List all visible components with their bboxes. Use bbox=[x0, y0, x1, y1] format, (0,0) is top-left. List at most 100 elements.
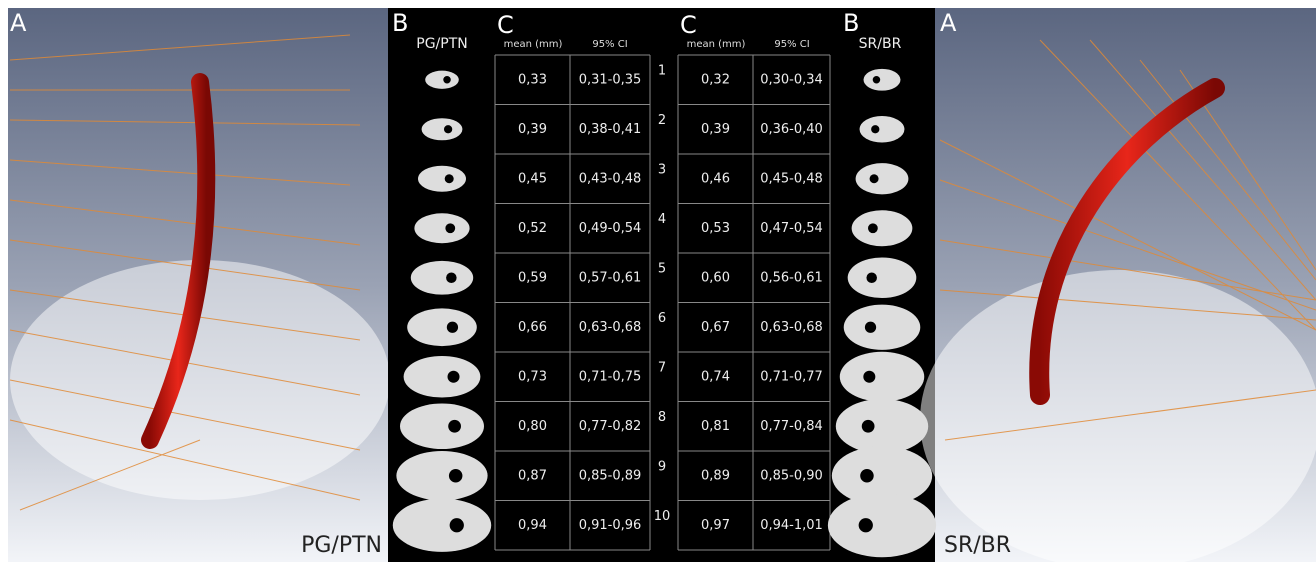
table-cell: 0,94-1,01 bbox=[760, 518, 823, 533]
table-cell: 0,56-0,61 bbox=[760, 270, 823, 285]
section-title: PG/PTN bbox=[416, 36, 467, 52]
table-cell: 0,63-0,68 bbox=[579, 320, 642, 335]
row-number: 7 bbox=[658, 361, 666, 376]
cross-section bbox=[852, 210, 913, 246]
row-number: 4 bbox=[658, 212, 666, 227]
canal-lumen bbox=[448, 420, 461, 433]
canal-lumen bbox=[443, 76, 451, 84]
cross-section bbox=[840, 352, 924, 402]
canal-lumen bbox=[859, 518, 873, 532]
table-cell: 0,66 bbox=[518, 320, 547, 335]
table-cell: 0,46 bbox=[701, 171, 730, 186]
table-cell: 0,71-0,75 bbox=[579, 369, 642, 384]
table-cell: 0,59 bbox=[518, 270, 547, 285]
tissue bbox=[920, 270, 1316, 562]
table-cell: 0,47-0,54 bbox=[760, 221, 823, 236]
table-cell: 0,85-0,90 bbox=[760, 468, 823, 483]
section-label: C bbox=[680, 11, 697, 39]
canal-lumen bbox=[862, 420, 875, 433]
cross-section bbox=[400, 404, 484, 450]
table-cell: 0,85-0,89 bbox=[579, 468, 642, 483]
table-cell: 0,60 bbox=[701, 270, 730, 285]
table-cell: 0,77-0,84 bbox=[760, 419, 823, 434]
cross-section bbox=[418, 166, 466, 192]
table-cell: 0,33 bbox=[518, 72, 547, 87]
section-title: SR/BR bbox=[859, 36, 902, 52]
left-panel: A PG/PTN bbox=[8, 8, 390, 562]
panel-label: A bbox=[10, 9, 27, 37]
cross-section bbox=[848, 257, 917, 298]
section-label: B bbox=[392, 9, 408, 37]
row-number: 3 bbox=[658, 163, 666, 178]
table-cell: 0,87 bbox=[518, 468, 547, 483]
panel-caption: PG/PTN bbox=[301, 533, 382, 558]
table-cell: 0,45 bbox=[518, 171, 547, 186]
table-cell: 0,94 bbox=[518, 518, 547, 533]
cross-section bbox=[404, 356, 481, 398]
table-cell: 0,30-0,34 bbox=[760, 72, 823, 87]
cross-section bbox=[414, 213, 469, 243]
table-cell: 0,91-0,96 bbox=[579, 518, 642, 533]
table-cell: 0,71-0,77 bbox=[760, 369, 823, 384]
column-header: 95% CI bbox=[774, 39, 809, 50]
cross-section bbox=[396, 451, 487, 500]
canal-lumen bbox=[871, 125, 879, 133]
canal-lumen bbox=[446, 273, 457, 284]
canal-lumen bbox=[447, 322, 458, 333]
canal-lumen bbox=[866, 273, 877, 284]
cross-section bbox=[425, 71, 459, 89]
table-cell: 0,89 bbox=[701, 468, 730, 483]
table-cell: 0,36-0,40 bbox=[760, 122, 823, 137]
cross-section bbox=[836, 399, 928, 454]
row-number: 2 bbox=[658, 113, 666, 128]
right-panel: A SR/BR bbox=[920, 8, 1316, 562]
cross-section bbox=[844, 305, 921, 350]
table-cell: 0,32 bbox=[701, 72, 730, 87]
table-cell: 0,39 bbox=[518, 122, 547, 137]
table-cell: 0,67 bbox=[701, 320, 730, 335]
row-number: 8 bbox=[658, 410, 666, 425]
table-cell: 0,57-0,61 bbox=[579, 270, 642, 285]
cross-section bbox=[393, 499, 491, 552]
table-cell: 0,52 bbox=[518, 221, 547, 236]
column-header: mean (mm) bbox=[504, 39, 563, 50]
table-cell: 0,31-0,35 bbox=[579, 72, 642, 87]
canal-lumen bbox=[873, 76, 881, 84]
table-cell: 0,49-0,54 bbox=[579, 221, 642, 236]
canal-lumen bbox=[870, 174, 879, 183]
canal-lumen bbox=[868, 223, 878, 233]
row-number: 1 bbox=[658, 64, 666, 79]
canal-lumen bbox=[450, 518, 464, 532]
canal-lumen bbox=[449, 469, 463, 483]
cross-section bbox=[856, 163, 909, 194]
section-label: B bbox=[843, 9, 859, 37]
panel-caption: SR/BR bbox=[944, 533, 1011, 558]
canal-lumen bbox=[444, 125, 452, 133]
row-number: 6 bbox=[658, 311, 666, 326]
cross-section bbox=[407, 308, 477, 346]
table-cell: 0,38-0,41 bbox=[579, 122, 642, 137]
cross-section bbox=[411, 261, 473, 295]
cross-section bbox=[828, 493, 936, 557]
table-cell: 0,73 bbox=[518, 369, 547, 384]
row-number: 9 bbox=[658, 460, 666, 475]
table-cell: 0,77-0,82 bbox=[579, 419, 642, 434]
figure: A PG/PTN B PG/PTN C mean (mm) 95% CI C m… bbox=[0, 0, 1316, 562]
table-cell: 0,80 bbox=[518, 419, 547, 434]
cross-section bbox=[422, 118, 463, 140]
column-header: 95% CI bbox=[592, 39, 627, 50]
table-cell: 0,53 bbox=[701, 221, 730, 236]
canal-lumen bbox=[863, 371, 875, 383]
table-cell: 0,74 bbox=[701, 369, 730, 384]
table-cell: 0,81 bbox=[701, 419, 730, 434]
table-cell: 0,45-0,48 bbox=[760, 171, 823, 186]
canal-lumen bbox=[445, 223, 455, 233]
section-label: C bbox=[497, 11, 514, 39]
canal-lumen bbox=[448, 371, 460, 383]
table-cell: 0,63-0,68 bbox=[760, 320, 823, 335]
canal-lumen bbox=[860, 469, 874, 483]
column-header: mean (mm) bbox=[687, 39, 746, 50]
canal-lumen bbox=[445, 174, 454, 183]
table-cell: 0,39 bbox=[701, 122, 730, 137]
row-number: 5 bbox=[658, 262, 666, 277]
